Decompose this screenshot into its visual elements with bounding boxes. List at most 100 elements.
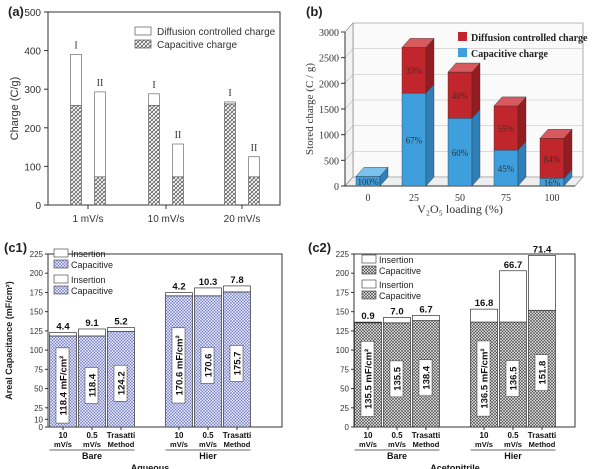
gridline-side-b	[344, 125, 354, 135]
plot-frame-c2	[353, 253, 576, 428]
y-axis-title-b: Stored charge (C / g)	[304, 63, 316, 155]
data-label-capacitive-b: 67%	[406, 136, 423, 146]
data-label-insertion-c1: 10.3	[199, 277, 218, 288]
y-tick-label-c1: 0	[39, 423, 44, 432]
y-tick-label-c2: 75	[340, 365, 349, 374]
bar-insertion-c1	[78, 328, 106, 337]
panel-label-b: (b)	[306, 4, 323, 19]
data-label-box-c2	[534, 354, 549, 391]
bar-insertion-c2	[354, 321, 382, 324]
data-label-diffusion-b: 33%	[406, 66, 423, 76]
x-tick-label-c1: Trasatti	[223, 431, 251, 440]
x-axis-title-b: V₂O₅ loading (%)	[417, 202, 503, 216]
x-tick-label-b: 50	[455, 193, 465, 204]
gridline-side-b	[344, 22, 354, 33]
y-tick-label-c2: 100	[336, 346, 350, 355]
legend-swatch-capacitive-a	[134, 39, 152, 49]
y-tick-label-c1: 50	[34, 385, 43, 394]
y-tick-label-c1: 100	[30, 346, 44, 355]
data-label-insertion-c1: 4.2	[172, 282, 185, 293]
y-tick-label-b: 1000	[319, 131, 339, 142]
y-tick-label-c2: 0	[345, 423, 350, 432]
bar-insertion-c2	[470, 308, 498, 323]
bar-diffusion-b-side	[517, 96, 527, 151]
data-label-box-c1	[55, 347, 70, 424]
bar-diffusion-b-side	[471, 62, 481, 119]
group-label-c2: Hier	[504, 451, 522, 461]
y-tick-label-a: 100	[24, 162, 41, 173]
bar-capacitive-a	[172, 176, 184, 206]
x-tick-label-c2: 0.5	[507, 431, 519, 440]
y-tick-label-a: 300	[24, 85, 41, 96]
data-label-insertion-c2: 7.0	[390, 306, 403, 317]
y-tick-label-c1: 75	[34, 365, 43, 374]
y-tick-label-c2: 200	[336, 269, 350, 278]
x-tick-label-c1: mV/s	[83, 440, 101, 449]
y-tick-label-b: 1500	[319, 105, 339, 116]
group-label-c1: Bare	[82, 451, 102, 461]
bar-label-a: II	[251, 143, 258, 154]
y-tick-label-c2: 125	[336, 327, 350, 336]
bar-diffusion-b-side	[425, 37, 435, 94]
bar-diffusion-a	[248, 156, 260, 178]
bar-diffusion-b-front	[493, 105, 519, 151]
legend-label-capacitive-c2: Capacitive	[379, 291, 421, 301]
bar-capacitive-c2	[470, 321, 498, 428]
data-label-capacitive-c1: 118.4	[88, 373, 99, 397]
data-label-insertion-c1: 4.4	[56, 322, 70, 333]
y-tick-label-c1: 225	[30, 250, 44, 259]
panel-label-c1: (c1)	[4, 240, 27, 255]
data-label-capacitive-c2: 136.5 mF/cm²	[480, 348, 491, 408]
data-label-insertion-c2: 16.8	[475, 298, 494, 309]
data-label-capacitive-b: 60%	[452, 148, 469, 158]
x-tick-label-a: 20 mV/s	[224, 214, 261, 225]
gridline-side-b	[344, 151, 354, 161]
y-tick-label-a: 0	[35, 201, 41, 212]
bar-diffusion-a	[224, 101, 236, 105]
y-tick-label-a: 500	[24, 8, 41, 19]
bar-diffusion-b-front	[401, 47, 427, 94]
data-label-capacitive-c1: 170.6 mF/cm²	[175, 335, 186, 395]
data-label-diffusion-b: 84%	[544, 154, 561, 164]
bar-diffusion-b-top	[493, 96, 527, 107]
x-tick-label-c1: 10	[59, 431, 68, 440]
group-label-c1: Hier	[199, 451, 217, 461]
bar-capacitive-b-top	[355, 167, 389, 177]
bar-label-a: II	[175, 130, 182, 141]
y-tick-label-b: 0	[334, 182, 339, 193]
legend-swatch-insertion-c2	[361, 254, 377, 264]
bar-insertion-c2	[383, 317, 411, 324]
group-label-c2: Bare	[387, 451, 407, 461]
y-tick-label-c1: 175	[30, 288, 44, 297]
y-tick-label-a: 400	[24, 47, 41, 58]
bar-capacitive-a	[248, 176, 260, 206]
legend-swatch-capacitive-c1	[53, 259, 69, 269]
panel-c2: (c2) 0 25 50 75 100 125 150 175 200 225 0.9 135.5 mF…	[308, 240, 576, 469]
bar-capacitive-a	[94, 176, 106, 206]
y-axis-title-a: Charge (C/g)	[9, 77, 21, 141]
bar-label-a: I	[74, 40, 77, 51]
bar-capacitive-a	[70, 105, 82, 206]
legend-swatch-capacitive-b	[458, 48, 467, 57]
x-tick-label-b: 0	[366, 193, 371, 204]
bar-insertion-c1	[49, 332, 77, 337]
legend-label-insertion-c2: Insertion	[379, 280, 414, 290]
legend-label-capacitive-c1: Capacitive	[71, 286, 113, 296]
data-label-box-c2	[476, 340, 491, 417]
x-tick-label-c2: mV/s	[475, 440, 493, 449]
data-label-box-c2	[505, 360, 520, 397]
legend-swatch-insertion-c2	[361, 279, 377, 289]
x-tick-label-c1: Method	[108, 440, 135, 449]
legend-swatch-insertion-c1	[53, 248, 69, 258]
gridline-side-b	[344, 176, 354, 187]
x-tick-label-c2: Trasatti	[528, 431, 556, 440]
legend-label-capacitive-c2: Capacitive	[379, 266, 421, 276]
bar-diffusion-a	[148, 93, 160, 106]
y-tick-label-c1: 10	[34, 415, 43, 424]
legend-label-capacitive-b: Capacitive charge	[471, 49, 548, 60]
x-tick-label-c2: 10	[364, 431, 373, 440]
legend-label-insertion-c2: Insertion	[379, 255, 414, 265]
x-tick-label-c1: 10	[175, 431, 184, 440]
y-tick-label-a: 200	[24, 124, 41, 135]
